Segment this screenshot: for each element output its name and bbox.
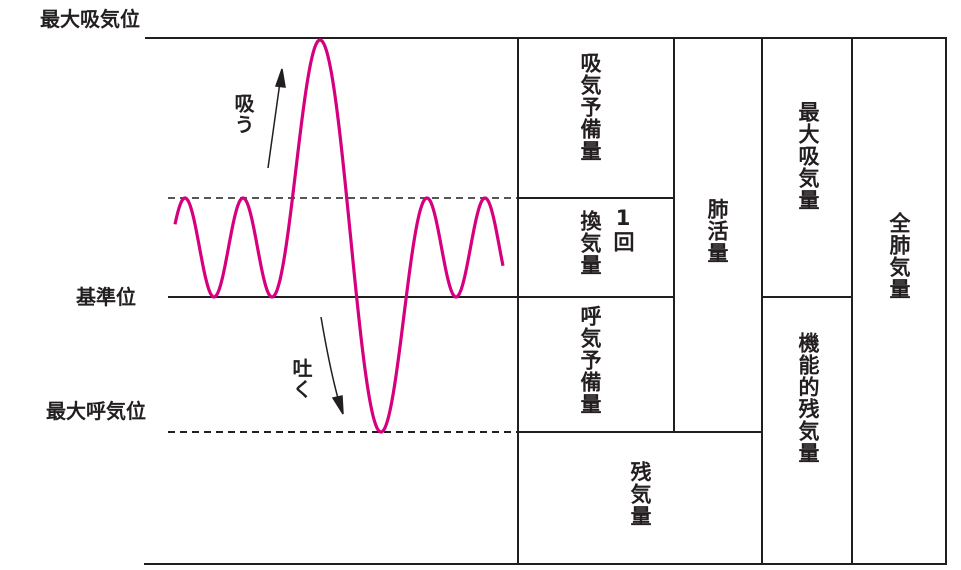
exhale-label: 吐く [289, 358, 313, 400]
irv-label: 吸気予備量 [578, 52, 602, 162]
rv-label: 残気量 [628, 461, 652, 527]
ic-label: 最大吸気量 [796, 101, 820, 211]
max-expiratory-level-label: 最大呼気位 [46, 399, 146, 423]
resting-level-label: 基準位 [76, 285, 136, 309]
tv-label: 換気量 [578, 210, 602, 276]
tv-prefix-label: 1回 [611, 206, 635, 253]
frc-label: 機能的残気量 [796, 332, 820, 464]
inhale-arrow-head [274, 68, 286, 88]
vc-label: 肺活量 [705, 198, 729, 264]
exhale-arrow-shaft [320, 316, 340, 403]
inhale-arrow-shaft [267, 81, 281, 169]
exhale-arrow-head [331, 395, 344, 415]
inhale-label: 吸う [231, 93, 255, 135]
tlc-label: 全肺気量 [887, 212, 911, 300]
breathing-trace [173, 38, 505, 434]
max-inspiratory-level-label: 最大吸気位 [40, 7, 140, 31]
erv-label: 呼気予備量 [578, 305, 602, 415]
